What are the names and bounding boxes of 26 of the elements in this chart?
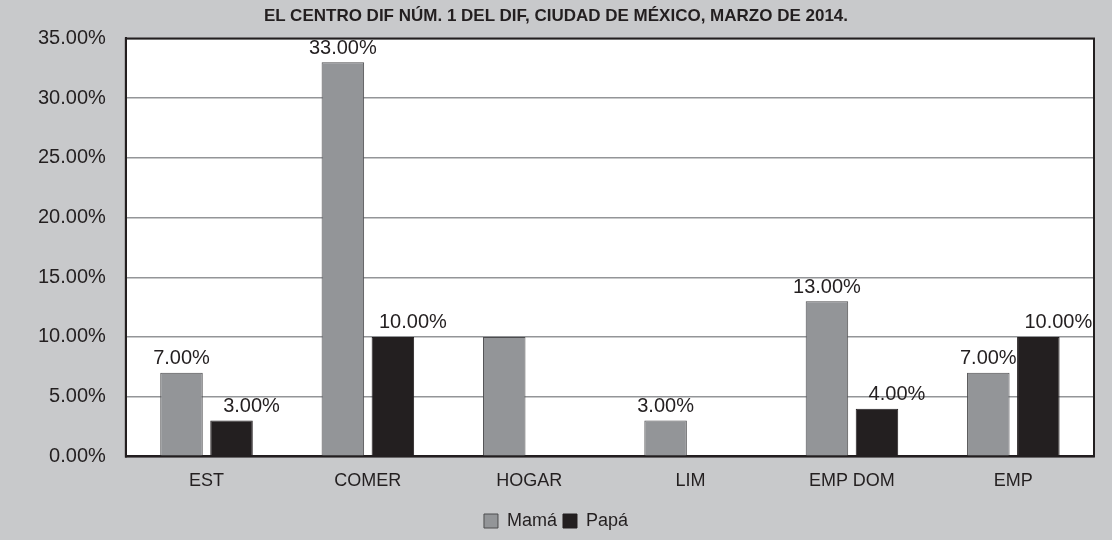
legend-label: Mamá: [506, 509, 558, 530]
data-label: 4.00%: [868, 382, 926, 405]
data-label: 7.00%: [959, 346, 1017, 369]
data-label: 3.00%: [637, 394, 695, 417]
chart-title: EL CENTRO DIF NÚM. 1 DEL DIF, CIUDAD DE MÉXICO, MARZO DE 2014.: [263, 5, 849, 25]
data-label: 33.00%: [308, 35, 377, 58]
data-label: 3.00%: [223, 394, 281, 417]
y-tick-label: 20.00%: [37, 205, 107, 228]
x-tick-label: EMP DOM: [809, 470, 895, 491]
y-tick-label: 15.00%: [37, 264, 107, 287]
y-tick-label: 0.00%: [49, 443, 107, 466]
x-tick-label: LIM: [675, 470, 706, 491]
x-tick-label: EMP: [993, 470, 1033, 491]
x-tick-label: COMER: [334, 470, 402, 491]
x-tick-label: EST: [189, 470, 225, 491]
y-tick-label: 35.00%: [37, 25, 107, 48]
data-label: 7.00%: [153, 346, 211, 369]
data-label: 13.00%: [793, 274, 862, 297]
legend-label: Papá: [585, 509, 630, 530]
data-label: 10.00%: [1024, 310, 1093, 333]
x-tick-label: HOGAR: [496, 470, 563, 491]
data-label: 10.00%: [378, 310, 448, 333]
y-tick-label: 10.00%: [37, 324, 107, 347]
y-tick-label: 30.00%: [37, 85, 107, 108]
y-tick-label: 25.00%: [37, 145, 107, 168]
y-tick-label: 5.00%: [49, 384, 107, 407]
